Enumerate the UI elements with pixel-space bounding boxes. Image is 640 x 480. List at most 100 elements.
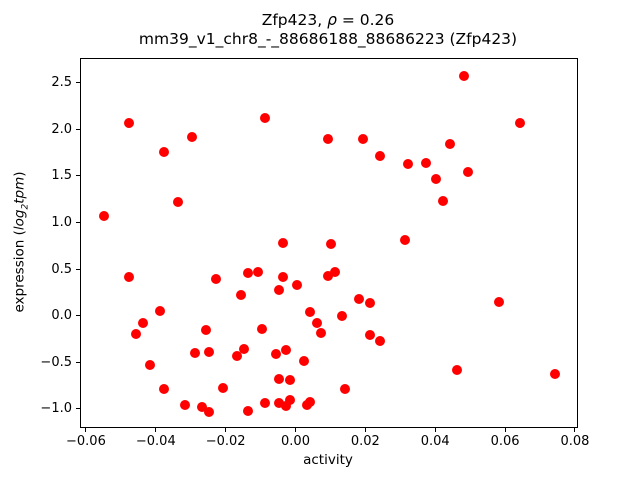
y-tick-label: 2.0 (51, 121, 72, 137)
y-tick-mark (76, 361, 80, 363)
y-tick-mark (76, 128, 80, 130)
plot-area (80, 58, 578, 428)
data-point (235, 290, 246, 301)
data-point (291, 279, 302, 290)
y-tick-label: 1.5 (51, 168, 72, 184)
data-point (281, 401, 292, 412)
data-point (123, 117, 134, 128)
y-tick-mark (76, 221, 80, 223)
y-tick-label: −0.5 (40, 354, 72, 370)
y-tick-mark (76, 315, 80, 317)
data-point (204, 347, 215, 358)
data-point (312, 318, 323, 329)
data-point (200, 324, 211, 335)
data-point (459, 71, 470, 82)
data-point (445, 139, 456, 150)
x-tick-mark (574, 428, 576, 432)
data-point (260, 113, 271, 124)
data-point (260, 398, 271, 409)
y-tick-mark (76, 268, 80, 270)
data-point (274, 374, 285, 385)
x-tick-mark (504, 428, 506, 432)
data-point (137, 318, 148, 329)
data-point (123, 271, 134, 282)
data-point (211, 274, 222, 285)
x-tick-label: 0.02 (350, 434, 380, 449)
x-tick-mark (225, 428, 227, 432)
data-point (239, 344, 250, 355)
y-tick-label: −1.0 (40, 401, 72, 417)
data-point (204, 406, 215, 417)
x-tick-label: −0.06 (66, 434, 106, 449)
data-point (326, 238, 337, 249)
data-point (284, 394, 295, 405)
y-tick-mark (76, 82, 80, 84)
data-point (315, 328, 326, 339)
data-point (179, 400, 190, 411)
x-tick-mark (155, 428, 157, 432)
x-tick-mark (295, 428, 296, 432)
title-rho-value: = 0.26 (336, 11, 395, 29)
data-point (144, 360, 155, 371)
title-gene: Zfp423, (261, 11, 328, 29)
data-point (253, 266, 264, 277)
chart-title: Zfp423, ρ = 0.26 mm39_v1_chr8_-_88686188… (139, 11, 517, 48)
x-tick-mark (364, 428, 366, 432)
chart-subtitle: mm39_v1_chr8_-_88686188_88686223 (Zfp423… (138, 29, 518, 48)
data-point (284, 375, 295, 386)
data-point (515, 117, 526, 128)
data-point (403, 158, 414, 169)
y-tick-mark (76, 408, 80, 410)
data-point (130, 329, 141, 340)
data-point (357, 134, 368, 145)
data-point (305, 307, 316, 317)
y-axis-label: expression (log2tpm) (12, 171, 31, 312)
data-point (549, 368, 560, 379)
data-point (218, 383, 229, 394)
data-point (462, 167, 473, 178)
x-tick-mark (434, 428, 436, 432)
data-point (494, 296, 505, 307)
data-point (197, 402, 208, 413)
data-point (99, 210, 110, 221)
y-tick-label: 0.0 (51, 308, 72, 324)
data-point (438, 196, 449, 207)
data-point (329, 266, 340, 277)
data-point (305, 396, 316, 407)
data-point (186, 131, 197, 142)
data-point (232, 350, 243, 361)
y-tick-label: 1.0 (51, 214, 72, 230)
data-point (281, 345, 292, 356)
data-point (270, 348, 281, 359)
data-point (452, 364, 463, 375)
x-tick-mark (85, 428, 87, 432)
data-point (336, 310, 347, 321)
y-tick-label: 2.5 (51, 75, 72, 91)
data-point (375, 151, 386, 162)
y-tick-label: 0.5 (51, 261, 72, 277)
data-point (242, 267, 253, 278)
chart-title-line1: Zfp423, ρ = 0.26 (139, 11, 517, 30)
x-tick-label: 0.08 (560, 434, 590, 449)
data-point (399, 235, 410, 246)
data-point (190, 348, 201, 359)
data-point (420, 157, 431, 168)
data-point (277, 271, 288, 282)
x-tick-label: −0.04 (135, 434, 176, 449)
data-point (277, 238, 288, 248)
data-point (364, 297, 375, 308)
data-point (274, 398, 285, 409)
x-tick-label: 0.04 (420, 434, 450, 449)
data-point (322, 134, 333, 145)
data-point (431, 173, 442, 184)
x-tick-label: 0.06 (490, 434, 520, 449)
data-point (354, 293, 365, 304)
data-point (364, 330, 375, 341)
data-point (298, 355, 309, 366)
data-point (158, 384, 169, 395)
data-point (340, 384, 351, 395)
data-point (375, 335, 386, 346)
title-rho-symbol: ρ (327, 11, 337, 29)
y-tick-mark (76, 175, 80, 177)
